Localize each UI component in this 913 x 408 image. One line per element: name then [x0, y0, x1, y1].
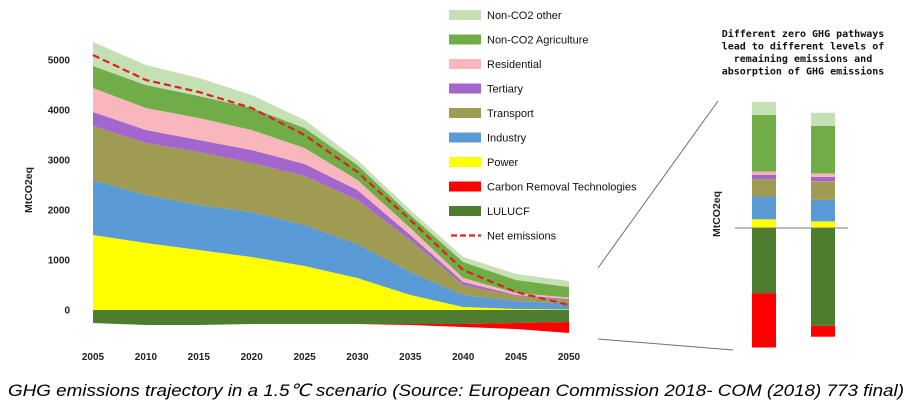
net-emissions-series: [92, 54, 570, 307]
y-axis-title: MtCO2eq: [23, 167, 35, 213]
legend-swatch: [449, 181, 481, 192]
figure-caption: GHG emissions trajectory in a 1.5℃ scena…: [8, 381, 904, 400]
legend-label: Power: [487, 157, 519, 169]
bar-segment-non-co2-other: [752, 101, 776, 115]
legend-label: Residential: [487, 59, 541, 71]
pathways-annotation: Different zero GHG pathways lead to diff…: [722, 28, 885, 78]
legend: Non-CO2 other Non-CO2 Agriculture Reside…: [449, 10, 637, 243]
annotation-line: Different zero GHG pathways: [722, 28, 885, 40]
legend-swatch: [449, 83, 481, 94]
x-axis-tick-labels: 2005 2010 2015 2020 2025 2030 2035 2040 2045 2050: [82, 352, 581, 363]
annotation-line: lead to different levels of: [722, 41, 885, 53]
area-industry: [93, 180, 569, 310]
legend-item-residential: Residential: [449, 59, 541, 71]
legend-label: Net emissions: [487, 231, 557, 243]
bar-segment-residential: [811, 173, 835, 177]
x-tick-label: 2040: [452, 352, 475, 363]
legend-swatch: [449, 132, 481, 143]
area-non-co2-agriculture: [93, 66, 569, 298]
zoom-connectors: [597, 100, 734, 351]
legend-label: Tertiary: [487, 84, 524, 96]
legend-swatch: [449, 10, 481, 20]
legend-swatch: [449, 59, 481, 69]
legend-label: Industry: [487, 133, 527, 145]
bar-segment-lulucf: [811, 228, 835, 326]
bar-segment-carbon-removal-technologies: [811, 325, 835, 337]
bar-segment-transport: [752, 179, 776, 197]
x-tick-label: 2025: [293, 352, 316, 363]
annotation-line: remaining emissions and: [734, 53, 872, 65]
legend-item-non-co2-agriculture: Non-CO2 Agriculture: [449, 34, 589, 47]
annotation-line: absorption of GHG emissions: [722, 66, 885, 78]
x-tick-label: 2050: [558, 352, 581, 363]
bar-segment-non-co2-agriculture: [752, 115, 776, 172]
x-tick-label: 2005: [82, 352, 105, 363]
bar-segment-carbon-removal-technologies: [752, 293, 776, 348]
bar-segment-industry: [752, 196, 776, 220]
x-tick-label: 2010: [135, 352, 158, 363]
y-tick-label: 3000: [48, 156, 71, 167]
legend-item-industry: Industry: [449, 132, 527, 145]
legend-item-power: Power: [449, 157, 519, 169]
bar-segment-non-co2-agriculture: [811, 125, 835, 174]
legend-item-tertiary: Tertiary: [449, 83, 524, 96]
bar-segment-tertiary: [811, 176, 835, 182]
legend-swatch: [449, 157, 481, 167]
legend-label: Non-CO2 other: [487, 10, 562, 22]
legend-item-carbon-removal-technologies: Carbon Removal Technologies: [449, 181, 637, 194]
line-net-emissions: [92, 54, 570, 307]
x-tick-label: 2035: [399, 352, 422, 363]
x-tick-label: 2030: [346, 352, 369, 363]
legend-swatch: [449, 34, 481, 45]
pathways-y-axis-title: MtCO2eq: [711, 191, 723, 237]
legend-label: Non-CO2 Agriculture: [487, 35, 589, 47]
legend-item-lulucf: LULUCF: [449, 206, 530, 218]
bar-segment-tertiary: [752, 174, 776, 179]
x-tick-label: 2015: [188, 352, 211, 363]
y-tick-label: 4000: [48, 106, 71, 117]
bar-segment-lulucf: [752, 228, 776, 294]
area-power: [93, 235, 569, 310]
area-residential: [93, 88, 569, 299]
legend-label: Transport: [487, 108, 534, 120]
legend-item-non-co2-other: Non-CO2 other: [449, 10, 562, 22]
bar-segment-transport: [811, 181, 835, 200]
area-lulucf: [93, 310, 569, 325]
bar-segment-power: [811, 221, 835, 228]
bar-segment-industry: [811, 199, 835, 222]
zoom-connector-lower: [597, 338, 734, 351]
bar-segment-non-co2-other: [811, 112, 835, 126]
legend-label: LULUCF: [487, 206, 530, 218]
legend-item-net-emissions: Net emissions: [451, 231, 557, 243]
stacked-areas: [93, 42, 569, 333]
area-tertiary: [93, 112, 569, 300]
y-tick-label: 2000: [48, 206, 71, 217]
bar-segment-residential: [752, 171, 776, 175]
zero-ghg-pathways-chart: Different zero GHG pathways lead to diff…: [711, 28, 884, 348]
legend-item-transport: Transport: [449, 108, 534, 120]
x-tick-label: 2020: [241, 352, 264, 363]
area-transport: [93, 126, 569, 304]
area-carbon-removal-technologies: [93, 322, 569, 333]
bar-segment-power: [752, 219, 776, 228]
zoom-connector-upper: [597, 100, 719, 269]
pathway-bar-2: [811, 112, 835, 337]
x-tick-label: 2045: [505, 352, 528, 363]
legend-swatch: [449, 108, 481, 118]
pathway-bars: [752, 101, 835, 348]
legend-label: Carbon Removal Technologies: [487, 182, 637, 194]
legend-swatch: [449, 206, 481, 216]
area-non-co2-other: [93, 42, 569, 287]
pathway-bar-1: [752, 101, 776, 348]
y-tick-label: 5000: [48, 56, 71, 67]
y-tick-label: 0: [64, 306, 70, 317]
y-axis-tick-labels: 0 1000 2000 3000 4000 5000: [48, 56, 71, 317]
y-tick-label: 1000: [48, 256, 71, 267]
